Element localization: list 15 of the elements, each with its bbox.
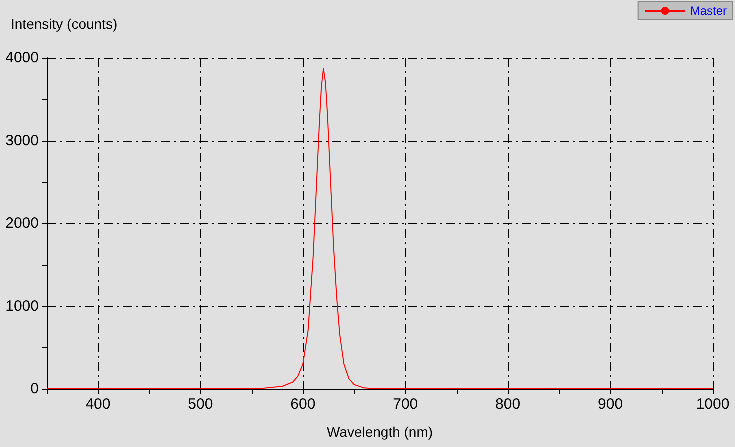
x-tick-label: 500	[188, 396, 214, 413]
x-tick-label: 600	[290, 396, 316, 413]
x-tick-label: 800	[496, 396, 521, 413]
x-axis-title: Wavelength (nm)	[326, 424, 434, 440]
y-tick-label: 1000	[6, 298, 39, 315]
x-tick-label: 400	[86, 396, 111, 413]
y-tick-label: 3000	[6, 132, 39, 150]
x-tick-label: 700	[393, 396, 418, 413]
x-tick-label: 1000	[696, 396, 730, 413]
y-tick-label: 2000	[6, 215, 39, 232]
y-tick-label: 4000	[6, 50, 39, 66]
legend-label: Master	[690, 4, 728, 18]
y-axis-title: Intensity (counts)	[11, 16, 118, 32]
y-tick-label: 0	[30, 380, 39, 398]
x-tick-label: 900	[598, 396, 624, 413]
